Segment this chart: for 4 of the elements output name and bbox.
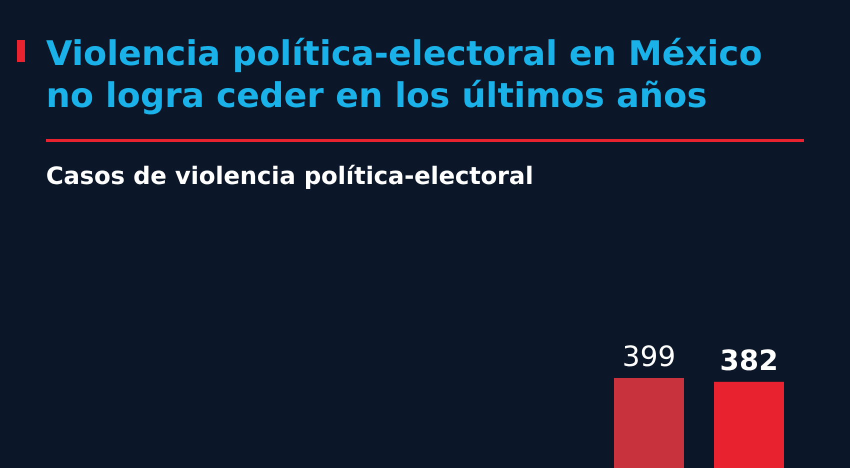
text: Casos de violencia política-electoral <box>46 162 534 190</box>
data-label: 382 <box>720 344 778 377</box>
data-label: 399 <box>622 340 676 373</box>
chart-title: Violencia política-electoral en México no logra ceder en los últimos años <box>46 34 762 116</box>
